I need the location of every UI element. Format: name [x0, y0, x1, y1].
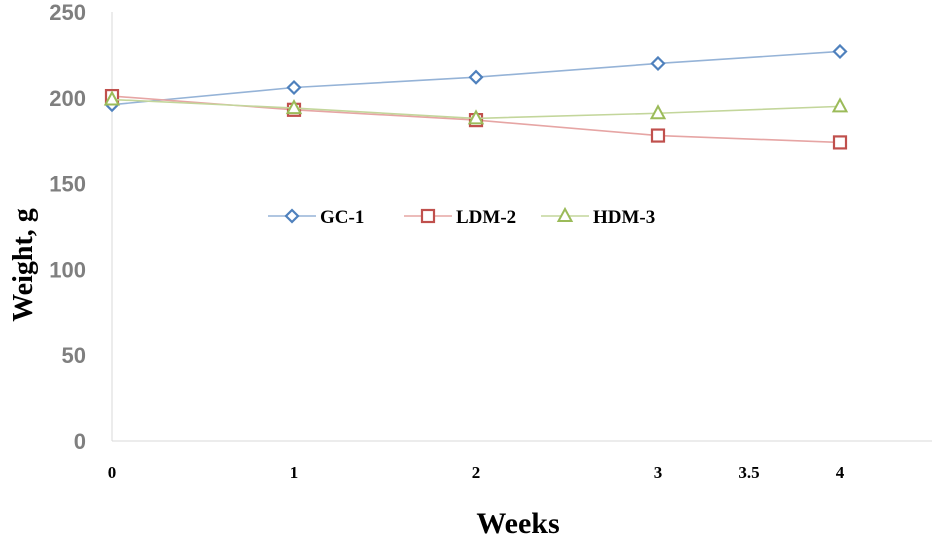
x-tick-label: 3 [654, 463, 663, 482]
y-tick-label: 0 [74, 429, 86, 454]
legend-label: LDM-2 [456, 207, 516, 228]
data-point [286, 79, 302, 96]
x-tick-label: 0 [108, 463, 117, 482]
y-tick-label: 200 [49, 86, 86, 111]
data-point [467, 109, 485, 125]
series-hdm-3 [103, 90, 849, 125]
data-point [832, 43, 848, 60]
x-tick-label: 2 [472, 463, 481, 482]
y-axis-title-group: Weight, g [8, 208, 39, 322]
x-axis-title: Weeks [476, 507, 559, 539]
legend-marker [284, 208, 300, 224]
data-point [649, 104, 667, 120]
series-gc-1 [104, 43, 848, 113]
y-tick-labels: 0 50 100 150 200 250 [49, 0, 86, 454]
legend-item-hdm-3: HDM-3 [541, 206, 655, 228]
data-point [103, 90, 121, 106]
legend-marker [420, 208, 436, 224]
data-point [468, 69, 484, 85]
legend-item-ldm-2: LDM-2 [404, 207, 516, 228]
legend: GC-1 LDM-2 HDM-3 [268, 206, 655, 228]
legend-marker [556, 206, 574, 222]
x-tick-labels: 0 1 2 3 3.5 4 [108, 463, 845, 482]
x-tick-label: 1 [290, 463, 299, 482]
y-tick-label: 250 [49, 0, 86, 25]
data-point [831, 97, 849, 113]
y-tick-label: 150 [49, 172, 86, 197]
series-group [103, 43, 849, 150]
y-tick-label: 50 [62, 343, 86, 368]
data-point [832, 135, 848, 150]
legend-item-gc-1: GC-1 [268, 207, 364, 228]
data-point [650, 55, 666, 72]
axes [111, 12, 932, 442]
x-tick-label: 3.5 [738, 463, 759, 482]
legend-label: HDM-3 [593, 207, 655, 228]
data-point [285, 98, 303, 115]
data-point [650, 128, 666, 143]
y-tick-label: 100 [49, 257, 86, 282]
x-tick-label: 4 [836, 463, 845, 482]
legend-label: GC-1 [320, 207, 364, 228]
y-axis-title: Weight, g [8, 208, 39, 322]
